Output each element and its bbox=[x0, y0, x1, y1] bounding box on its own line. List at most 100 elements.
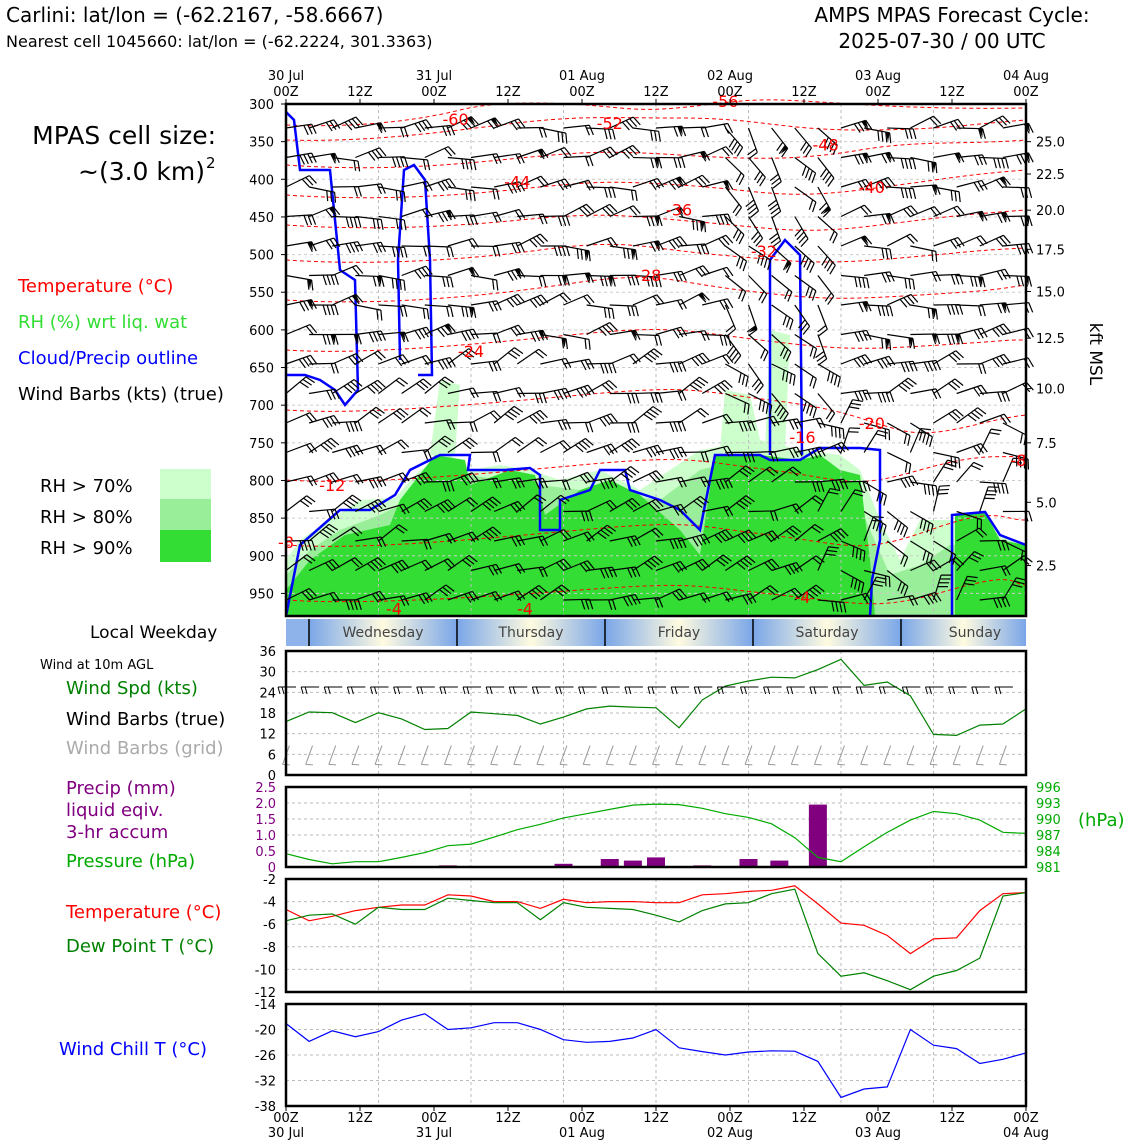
wind-barb-10m bbox=[300, 686, 320, 695]
wind-barb bbox=[517, 175, 549, 188]
weekday-name: Saturday bbox=[795, 625, 858, 641]
bottom-day-label: 01 Aug bbox=[559, 1126, 605, 1140]
wind-barb bbox=[817, 304, 828, 337]
wind-barb bbox=[702, 213, 733, 226]
wind-barb bbox=[540, 215, 571, 227]
wind-panel-frame bbox=[284, 649, 1028, 777]
wind-barb bbox=[887, 293, 919, 308]
wind-barb bbox=[932, 574, 952, 601]
wind-barb bbox=[309, 333, 339, 345]
wind-barb-10m bbox=[832, 686, 851, 695]
weekday-bar: Wednesday Thursday Friday Saturday Sunday bbox=[286, 619, 1026, 646]
wind-barb bbox=[794, 216, 809, 247]
wind-barb bbox=[355, 406, 385, 424]
wind-barb bbox=[378, 156, 409, 168]
wind-barb bbox=[516, 437, 548, 453]
wind-barb bbox=[332, 444, 364, 458]
top-hour-label: 12Z bbox=[939, 85, 965, 100]
wind-barb bbox=[355, 183, 386, 195]
y-tick-label: -2 bbox=[263, 873, 276, 888]
wind-barb bbox=[702, 477, 733, 490]
weekday-segment bbox=[605, 619, 753, 646]
wind-barb bbox=[378, 408, 409, 424]
wind-barb bbox=[586, 413, 618, 427]
wind-barb bbox=[285, 587, 317, 601]
wind-barb bbox=[401, 592, 433, 605]
wind-barb bbox=[748, 392, 773, 416]
wind-barb bbox=[309, 388, 340, 401]
wind-barb bbox=[632, 274, 662, 288]
wind-barb bbox=[285, 554, 316, 571]
wind-barb bbox=[424, 323, 456, 338]
wind-barb bbox=[609, 304, 639, 317]
wind-barb bbox=[933, 350, 964, 365]
series-line bbox=[285, 803, 1027, 865]
wind-barb bbox=[355, 379, 386, 395]
wind-barb bbox=[725, 451, 756, 463]
top-hour-label: 12Z bbox=[791, 85, 817, 100]
pressure-axis: 300 350 400 450 500 550 600 650 700 750 800 850 900 9… bbox=[249, 98, 286, 602]
wind-barb bbox=[887, 595, 919, 606]
y-tick-label: 24 bbox=[259, 686, 276, 701]
wind-barb bbox=[725, 420, 756, 432]
wind-barb bbox=[447, 497, 479, 513]
series-line bbox=[285, 1013, 1027, 1099]
wind-barb bbox=[586, 443, 618, 456]
wind-barb bbox=[748, 334, 769, 362]
top-hour-label: 00Z bbox=[273, 85, 299, 100]
wind-barb bbox=[886, 377, 917, 394]
wind-barb bbox=[745, 186, 760, 219]
top-day-label: 04 Aug bbox=[1003, 69, 1049, 84]
kft-tick-label: 25.0 bbox=[1036, 136, 1065, 151]
bottom-day-label: 30 Jul bbox=[268, 1126, 304, 1140]
kft-tick-label: 7.5 bbox=[1036, 437, 1057, 452]
wind-barb bbox=[516, 348, 548, 365]
wind-barb bbox=[979, 156, 1009, 169]
wind-barb-10m bbox=[555, 686, 574, 695]
wind-barb bbox=[632, 597, 664, 608]
wind-barb bbox=[771, 466, 802, 483]
wind-barb bbox=[956, 527, 988, 542]
wind-barb bbox=[747, 216, 764, 247]
timeseries-panels: 06121824303600.51.01.52.02.5981984987990… bbox=[255, 645, 1061, 1115]
pressure-tick-label: 996 bbox=[1036, 781, 1061, 796]
wind-barb bbox=[678, 533, 711, 547]
wind-barb bbox=[586, 274, 616, 287]
wind-barb bbox=[517, 213, 548, 225]
wind-barb bbox=[817, 487, 841, 512]
wind-barb bbox=[609, 186, 638, 202]
pressure-tick-label: 981 bbox=[1036, 861, 1061, 876]
wind-barb bbox=[679, 126, 710, 138]
wind-barb bbox=[470, 591, 503, 602]
wind-barb bbox=[632, 392, 663, 403]
pressure-tick-label: 500 bbox=[249, 249, 274, 264]
wind-barb bbox=[655, 420, 687, 433]
wind-barb bbox=[863, 429, 889, 453]
wind-barb bbox=[933, 186, 961, 203]
wind-barb bbox=[701, 379, 733, 395]
wind-barb bbox=[887, 156, 917, 170]
wind-barb bbox=[817, 245, 836, 275]
dew-label: Dew Point T (°C) bbox=[66, 936, 214, 957]
wind-barb bbox=[724, 216, 745, 245]
rh90-swatch bbox=[160, 530, 211, 562]
wind-barb bbox=[702, 505, 734, 517]
pressure-tick-label: 990 bbox=[1036, 813, 1061, 828]
wind-barb bbox=[424, 435, 454, 453]
wind-barb bbox=[933, 408, 964, 424]
pressure-tick-label: 987 bbox=[1036, 829, 1061, 844]
pressure-tick-label: 600 bbox=[249, 324, 274, 339]
top-hour-label: 00Z bbox=[865, 85, 891, 100]
wind-barb bbox=[563, 333, 591, 350]
temperature-contour-label: -48 bbox=[813, 136, 839, 155]
top-day-label: 30 Jul bbox=[268, 69, 304, 84]
wind-barb bbox=[563, 598, 594, 610]
y-tick-label: 36 bbox=[259, 645, 276, 660]
cycle-title-line1: AMPS MPAS Forecast Cycle: bbox=[814, 3, 1089, 27]
wind-barb-10m bbox=[485, 686, 505, 695]
wind-barb bbox=[355, 330, 387, 343]
panel: 0 6 12 18 24 30 36 bbox=[259, 645, 1028, 784]
wind-barb bbox=[632, 470, 664, 483]
wind-barb bbox=[308, 437, 340, 454]
temperature-contour-label: -16 bbox=[789, 428, 815, 447]
